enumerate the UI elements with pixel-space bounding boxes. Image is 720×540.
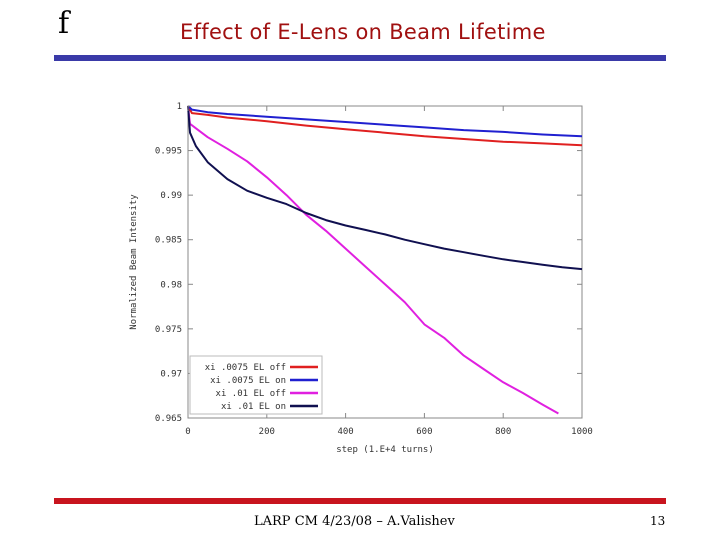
x-axis-ticks: 0 200 400 600 800 1000 <box>185 106 593 437</box>
y-axis-label: Normalized Beam Intensity <box>129 194 139 330</box>
footer-text: LARP CM 4/23/08 – A.Valishev <box>254 514 455 529</box>
y-axis-ticks: 0.965 0.97 0.975 0.98 0.985 0.99 0.995 1 <box>155 102 582 424</box>
x-tick-label: 0 <box>185 427 190 437</box>
x-axis-label: step (1.E+4 turns) <box>336 445 434 455</box>
x-tick-label: 400 <box>337 427 353 437</box>
lifetime-chart: 0.965 0.97 0.975 0.98 0.985 0.99 0.995 1 0 200 40… <box>129 102 593 455</box>
y-tick-label: 0.985 <box>155 236 182 246</box>
x-tick-label: 1000 <box>571 427 593 437</box>
series-line-1 <box>187 105 583 147</box>
legend-label: xi .0075 EL off <box>205 363 286 373</box>
y-tick-label: 0.98 <box>160 280 182 290</box>
slide-title: Effect of E-Lens on Beam Lifetime <box>180 20 546 44</box>
series-layer <box>187 105 583 415</box>
x-tick-label: 800 <box>495 427 511 437</box>
legend-label: xi .01 EL on <box>221 402 286 412</box>
legend-label: xi .0075 EL on <box>210 376 286 386</box>
y-tick-label: 0.995 <box>155 147 182 157</box>
y-tick-label: 0.975 <box>155 325 182 335</box>
series-line-4 <box>187 105 583 271</box>
legend: xi .0075 EL off xi .0075 EL on xi .01 EL o… <box>189 355 323 415</box>
x-tick-label: 200 <box>259 427 275 437</box>
chart-frame <box>187 105 583 419</box>
series-line-3 <box>187 105 559 415</box>
logo-f-glyph: f <box>58 6 70 41</box>
bottom-divider <box>54 498 666 504</box>
page-number: 13 <box>650 514 666 528</box>
plot-frame <box>187 105 583 419</box>
y-tick-label: 1 <box>177 102 182 112</box>
x-tick-label: 600 <box>416 427 432 437</box>
y-tick-label: 0.965 <box>155 414 182 424</box>
top-divider <box>54 55 666 61</box>
y-tick-label: 0.99 <box>160 191 182 201</box>
legend-label: xi .01 EL off <box>216 389 286 399</box>
y-tick-label: 0.97 <box>160 369 182 379</box>
legend-box <box>189 355 323 415</box>
series-line-2 <box>187 105 583 138</box>
